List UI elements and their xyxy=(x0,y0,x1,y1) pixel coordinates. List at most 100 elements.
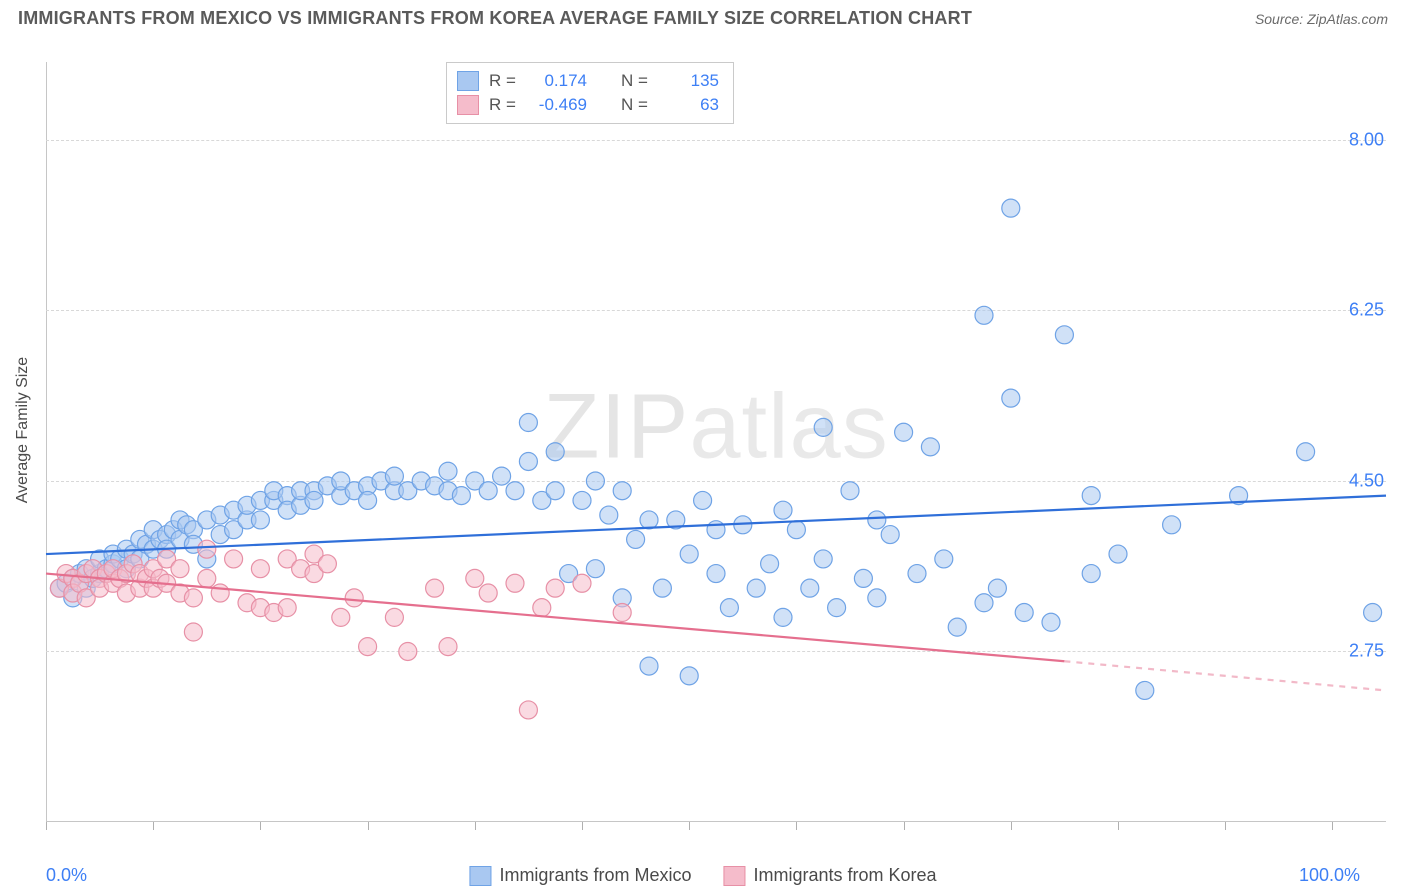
stat-n-korea: 63 xyxy=(659,95,719,115)
data-point-korea xyxy=(318,555,336,573)
data-point-korea xyxy=(533,599,551,617)
data-point-mexico xyxy=(828,599,846,617)
data-point-mexico xyxy=(694,491,712,509)
page-title: IMMIGRANTS FROM MEXICO VS IMMIGRANTS FRO… xyxy=(18,8,972,29)
swatch-korea xyxy=(723,866,745,886)
data-point-mexico xyxy=(680,545,698,563)
legend-label: Immigrants from Mexico xyxy=(499,865,691,886)
swatch-mexico xyxy=(469,866,491,886)
data-point-korea xyxy=(184,589,202,607)
data-point-mexico xyxy=(868,589,886,607)
x-tick xyxy=(1011,822,1012,830)
x-tick xyxy=(582,822,583,830)
stat-r-mexico: 0.174 xyxy=(527,71,587,91)
data-point-mexico xyxy=(854,569,872,587)
x-tick xyxy=(1225,822,1226,830)
data-point-korea xyxy=(426,579,444,597)
data-point-korea xyxy=(198,569,216,587)
data-point-mexico xyxy=(814,550,832,568)
source-attribution: Source: ZipAtlas.com xyxy=(1255,11,1388,27)
stat-n-label: N = xyxy=(621,95,649,115)
legend-item-korea: Immigrants from Korea xyxy=(723,865,936,886)
data-point-mexico xyxy=(774,608,792,626)
data-point-mexico xyxy=(1055,326,1073,344)
data-point-mexico xyxy=(881,526,899,544)
correlation-chart: 8.006.254.502.75 ZIPatlas R = 0.174 N = … xyxy=(46,62,1386,822)
data-point-korea xyxy=(479,584,497,602)
data-point-mexico xyxy=(948,618,966,636)
stat-n-mexico: 135 xyxy=(659,71,719,91)
data-point-mexico xyxy=(600,506,618,524)
stat-r-korea: -0.469 xyxy=(527,95,587,115)
data-point-korea xyxy=(359,638,377,656)
data-point-korea xyxy=(251,560,269,578)
data-point-korea xyxy=(439,638,457,656)
data-point-mexico xyxy=(1109,545,1127,563)
data-point-mexico xyxy=(868,511,886,529)
data-point-mexico xyxy=(680,667,698,685)
data-point-mexico xyxy=(1136,681,1154,699)
data-point-mexico xyxy=(707,521,725,539)
x-tick xyxy=(689,822,690,830)
data-point-mexico xyxy=(573,491,591,509)
data-point-mexico xyxy=(814,418,832,436)
data-point-mexico xyxy=(359,491,377,509)
x-tick xyxy=(904,822,905,830)
y-axis-title: Average Family Size xyxy=(14,357,32,503)
series-legend: Immigrants from Mexico Immigrants from K… xyxy=(469,865,936,886)
x-tick xyxy=(153,822,154,830)
data-point-mexico xyxy=(1297,443,1315,461)
data-point-mexico xyxy=(519,452,537,470)
data-point-mexico xyxy=(841,482,859,500)
trend-line-ext-korea xyxy=(1064,661,1386,690)
data-point-mexico xyxy=(1042,613,1060,631)
data-point-mexico xyxy=(251,511,269,529)
scatter-plot xyxy=(46,62,1386,822)
data-point-mexico xyxy=(640,657,658,675)
x-tick xyxy=(368,822,369,830)
data-point-mexico xyxy=(747,579,765,597)
x-tick xyxy=(260,822,261,830)
legend-label: Immigrants from Korea xyxy=(753,865,936,886)
x-tick xyxy=(475,822,476,830)
data-point-mexico xyxy=(653,579,671,597)
data-point-korea xyxy=(171,560,189,578)
data-point-korea xyxy=(506,574,524,592)
x-tick xyxy=(796,822,797,830)
data-point-korea xyxy=(385,608,403,626)
x-tick xyxy=(46,822,47,830)
data-point-korea xyxy=(198,540,216,558)
stat-r-label: R = xyxy=(489,95,517,115)
data-point-mexico xyxy=(975,594,993,612)
data-point-mexico xyxy=(1082,487,1100,505)
stat-n-label: N = xyxy=(621,71,649,91)
data-point-mexico xyxy=(895,423,913,441)
stats-legend-box: R = 0.174 N = 135 R = -0.469 N = 63 xyxy=(446,62,734,124)
data-point-mexico xyxy=(546,482,564,500)
swatch-korea xyxy=(457,95,479,115)
data-point-mexico xyxy=(493,467,511,485)
data-point-mexico xyxy=(774,501,792,519)
data-point-korea xyxy=(345,589,363,607)
data-point-korea xyxy=(399,642,417,660)
data-point-mexico xyxy=(1163,516,1181,534)
data-point-mexico xyxy=(479,482,497,500)
data-point-mexico xyxy=(1082,565,1100,583)
data-point-mexico xyxy=(546,443,564,461)
data-point-korea xyxy=(546,579,564,597)
data-point-mexico xyxy=(1364,604,1382,622)
data-point-mexico xyxy=(305,491,323,509)
data-point-mexico xyxy=(586,560,604,578)
data-point-mexico xyxy=(908,565,926,583)
data-point-korea xyxy=(184,623,202,641)
x-tick xyxy=(1332,822,1333,830)
data-point-mexico xyxy=(452,487,470,505)
data-point-korea xyxy=(573,574,591,592)
data-point-korea xyxy=(278,599,296,617)
data-point-mexico xyxy=(720,599,738,617)
swatch-mexico xyxy=(457,71,479,91)
data-point-korea xyxy=(466,569,484,587)
data-point-mexico xyxy=(640,511,658,529)
data-point-mexico xyxy=(613,482,631,500)
data-point-mexico xyxy=(975,306,993,324)
